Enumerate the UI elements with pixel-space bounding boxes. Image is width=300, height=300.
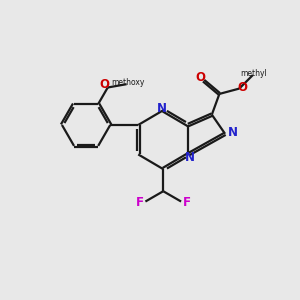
- Text: methyl: methyl: [241, 69, 267, 78]
- Text: N: N: [227, 126, 237, 139]
- Text: F: F: [136, 196, 143, 209]
- Text: O: O: [100, 78, 110, 91]
- Text: O: O: [237, 81, 247, 94]
- Text: N: N: [157, 102, 167, 115]
- Text: N: N: [185, 151, 195, 164]
- Text: methoxy: methoxy: [111, 78, 145, 87]
- Text: F: F: [183, 196, 191, 209]
- Text: O: O: [196, 71, 206, 84]
